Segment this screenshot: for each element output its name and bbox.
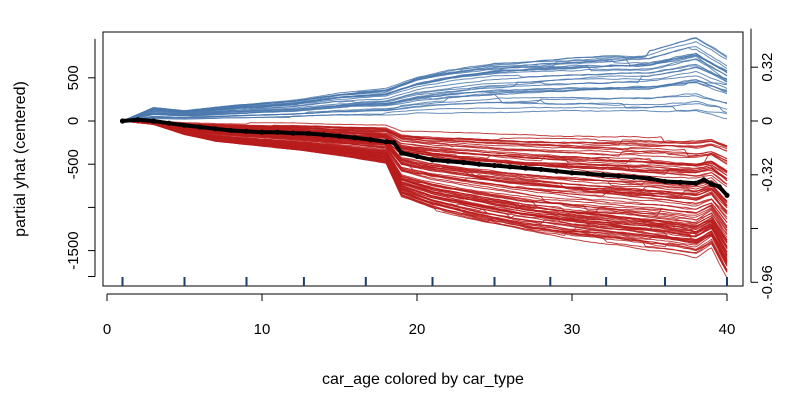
- average-pdp-point: [662, 178, 668, 185]
- ice-line-1-87: [122, 120, 728, 253]
- y-tick-label-left: -1500: [65, 231, 82, 269]
- ice-line-1-96: [122, 120, 728, 147]
- average-pdp-point: [646, 175, 653, 182]
- axes: 0 10 20 30 40 500 0 -500 -1500 0.32 0 -0.32 -0.96: [65, 28, 776, 338]
- x-tick-label: 20: [409, 321, 426, 338]
- ice-line-1-86: [122, 120, 728, 180]
- average-pdp-point: [553, 168, 560, 174]
- ice-line-1-89: [122, 120, 728, 213]
- average-pdp-point: [321, 132, 327, 138]
- ice-line-1-55: [122, 120, 728, 148]
- average-pdp-point: [181, 122, 188, 128]
- y-tick-label-left: 500: [65, 65, 82, 90]
- average-pdp-point: [522, 165, 529, 171]
- y-tick-label-right: 0: [759, 117, 776, 125]
- average-pdp-point: [352, 135, 358, 141]
- ice-line-0-27: [122, 45, 728, 122]
- ice-line-0-17: [122, 109, 728, 122]
- average-pdp-point: [414, 153, 420, 159]
- ice-line-1-91: [122, 120, 728, 164]
- x-axis-title: car_age colored by car_type: [322, 371, 524, 388]
- average-pdp-point: [460, 159, 467, 166]
- average-pdp-point: [569, 170, 575, 176]
- average-pdp-point: [693, 180, 699, 186]
- average-pdp-point: [197, 124, 203, 130]
- y-tick-label-left: 0: [65, 117, 82, 125]
- average-pdp-point: [243, 128, 250, 134]
- y-axis-title: partial yhat (centered): [12, 81, 29, 237]
- ice-line-0-19: [122, 52, 728, 122]
- ice-line-0-28: [122, 99, 728, 122]
- average-pdp-point: [383, 139, 389, 145]
- average-pdp-point: [290, 130, 296, 136]
- average-pdp-point: [716, 184, 722, 190]
- average-pdp-point: [336, 133, 343, 139]
- y-tick-label-right: 0.32: [759, 53, 776, 82]
- ice-line-0-29: [122, 66, 728, 122]
- average-pdp-point: [538, 166, 544, 172]
- ice-line-0-21: [122, 93, 728, 122]
- average-pdp-point: [584, 171, 591, 177]
- average-pdp-point: [615, 173, 622, 179]
- average-pdp-point: [507, 164, 513, 170]
- average-pdp-point: [228, 127, 234, 134]
- ice-line-1-59: [122, 120, 728, 229]
- average-pdp-point: [212, 126, 219, 132]
- y-tick-label-right: -0.32: [759, 158, 776, 192]
- average-pdp-point: [724, 192, 730, 198]
- y-tick-label-right: -0.96: [759, 265, 776, 299]
- average-pdp-point: [367, 137, 374, 143]
- plot-frame: [102, 31, 744, 287]
- x-tick-label: 30: [564, 321, 581, 338]
- average-pdp-point: [391, 140, 397, 146]
- ice-line-1-56: [122, 120, 728, 279]
- average-pdp-point: [305, 130, 312, 137]
- average-pdp-point: [491, 162, 498, 169]
- average-pdp-point: [429, 157, 436, 163]
- average-pdp-point: [119, 118, 126, 124]
- x-tick-label: 0: [103, 321, 111, 338]
- average-pdp-point: [398, 150, 405, 156]
- average-pdp-point: [677, 179, 684, 185]
- average-pdp-point: [701, 177, 707, 183]
- average-pdp-point: [166, 120, 172, 126]
- average-pdp-point: [150, 118, 157, 124]
- rug-marks: [121, 277, 728, 286]
- ice-curves: [119, 37, 730, 279]
- ice-line-1-99: [122, 120, 728, 223]
- average-pdp-point: [259, 129, 265, 135]
- x-tick-label: 10: [254, 321, 271, 338]
- x-tick-label: 40: [719, 321, 736, 338]
- average-pdp-point: [445, 158, 451, 164]
- ice-line-1-95: [122, 120, 728, 271]
- ice-line-1-97: [122, 120, 728, 258]
- y-tick-label-left: -500: [65, 149, 82, 179]
- ice-line-1-65: [122, 120, 728, 204]
- average-pdp-point: [708, 181, 715, 187]
- average-pdp-point: [274, 129, 281, 135]
- average-pdp-point: [476, 161, 482, 167]
- average-pdp-point: [600, 172, 606, 178]
- ice-line-1-88: [122, 120, 728, 162]
- average-pdp-point: [631, 174, 637, 180]
- average-pdp-point: [135, 117, 141, 123]
